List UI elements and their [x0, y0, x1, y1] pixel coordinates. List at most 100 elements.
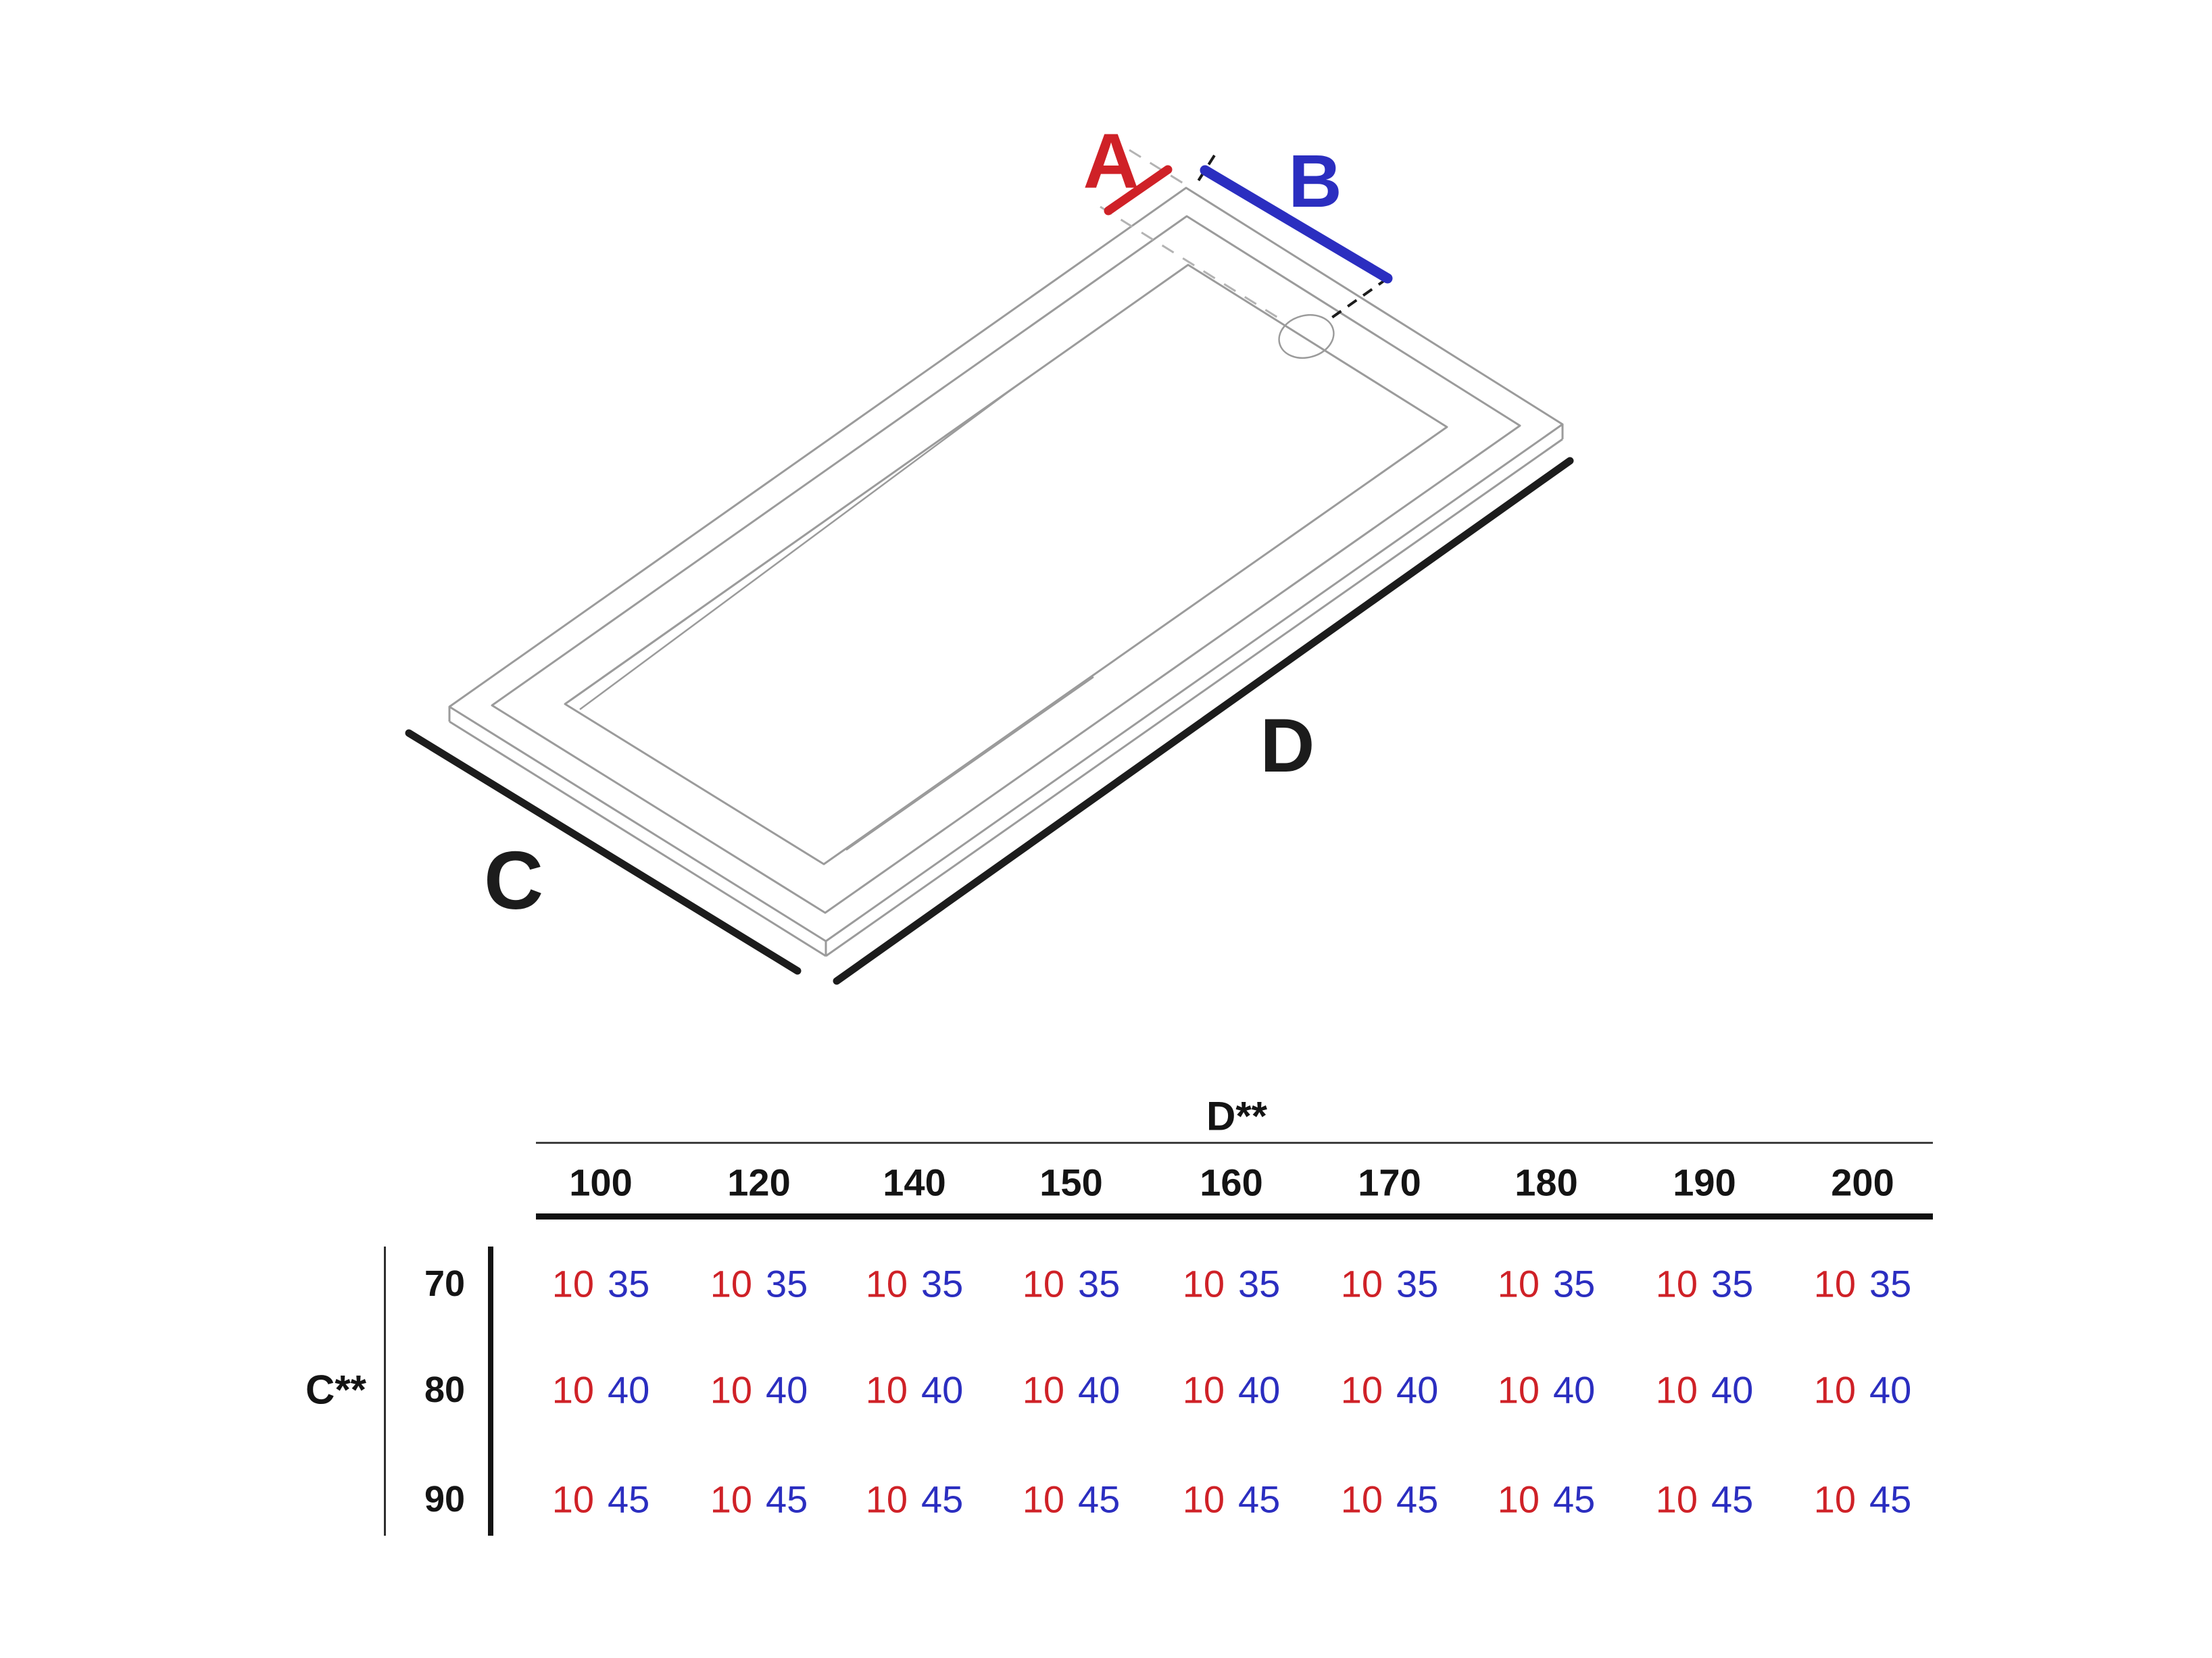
dimension-line-a [1104, 165, 1173, 216]
table-cell: 10 40 [1814, 1368, 1912, 1412]
table-cell: 10 35 [1498, 1262, 1596, 1306]
cell-value-b: 45 [1396, 1478, 1439, 1521]
table-cell: 10 45 [1498, 1478, 1596, 1522]
table-rowlabel-rule [488, 1247, 493, 1536]
drain-circle [1278, 313, 1335, 359]
cell-value-b: 40 [1078, 1368, 1121, 1411]
row-group-label: C** [305, 1367, 367, 1413]
table-cell: 10 45 [1814, 1478, 1912, 1522]
cell-value-a: 10 [1813, 1478, 1856, 1521]
cell-value-b: 35 [1078, 1262, 1121, 1305]
cell-value-b: 45 [1078, 1478, 1121, 1521]
tray-rim-inner-edge [491, 215, 1521, 914]
table-cell: 10 45 [1656, 1478, 1754, 1522]
cell-value-b: 35 [1238, 1262, 1281, 1305]
table-cell: 10 45 [552, 1478, 650, 1522]
table-cell: 10 45 [1183, 1478, 1281, 1522]
cell-value-b: 45 [921, 1478, 964, 1521]
dimension-line-b [1200, 165, 1393, 284]
cell-value-b: 35 [1396, 1262, 1439, 1305]
column-header-120: 120 [727, 1161, 791, 1204]
cell-value-a: 10 [865, 1262, 908, 1305]
row-label-80: 80 [424, 1370, 466, 1410]
cell-value-a: 10 [1182, 1262, 1225, 1305]
table-cell: 10 35 [1341, 1262, 1439, 1306]
table-cell: 10 35 [552, 1262, 650, 1306]
row-label-90: 90 [424, 1479, 466, 1519]
cell-value-a: 10 [1022, 1478, 1064, 1521]
table-cell: 10 40 [1341, 1368, 1439, 1412]
table-left-rule [384, 1247, 386, 1536]
cell-value-a: 10 [1655, 1262, 1698, 1305]
cell-value-b: 35 [921, 1262, 964, 1305]
table-cell: 10 40 [1656, 1368, 1754, 1412]
table-cell: 10 40 [866, 1368, 964, 1412]
cell-value-a: 10 [865, 1478, 908, 1521]
cell-value-b: 35 [1711, 1262, 1754, 1305]
cell-value-a: 10 [865, 1368, 908, 1411]
cell-value-b: 40 [921, 1368, 964, 1411]
cell-value-b: 35 [608, 1262, 650, 1305]
basin-slope-lines [570, 386, 1094, 851]
cell-value-a: 10 [1182, 1368, 1225, 1411]
cell-value-b: 45 [1711, 1478, 1754, 1521]
table-cell: 10 35 [1814, 1262, 1912, 1306]
cell-value-b: 45 [1869, 1478, 1912, 1521]
construction-dashes-black [1194, 154, 1389, 320]
dim-label-d: D [1260, 703, 1315, 788]
table-cell: 10 45 [1023, 1478, 1121, 1522]
cell-value-b: 40 [1711, 1368, 1754, 1411]
cell-value-a: 10 [1340, 1478, 1383, 1521]
cell-value-a: 10 [1340, 1262, 1383, 1305]
cell-value-a: 10 [1497, 1262, 1540, 1305]
table-cell: 10 40 [1498, 1368, 1596, 1412]
column-header-140: 140 [883, 1161, 946, 1204]
tray-outline [448, 186, 1564, 957]
cell-value-a: 10 [551, 1368, 594, 1411]
column-header-200: 200 [1831, 1161, 1894, 1204]
column-header-150: 150 [1039, 1161, 1103, 1204]
table-cell: 10 35 [1183, 1262, 1281, 1306]
cell-value-b: 35 [1869, 1262, 1912, 1305]
cell-value-a: 10 [1182, 1478, 1225, 1521]
cell-value-b: 35 [766, 1262, 808, 1305]
cell-value-a: 10 [551, 1262, 594, 1305]
cell-value-b: 40 [1869, 1368, 1912, 1411]
dim-label-b: B [1288, 140, 1342, 223]
table-cell: 10 35 [866, 1262, 964, 1306]
table-cell: 10 35 [1656, 1262, 1754, 1306]
cell-value-a: 10 [710, 1368, 752, 1411]
cell-value-a: 10 [1340, 1368, 1383, 1411]
cell-value-b: 45 [1553, 1478, 1596, 1521]
cell-value-a: 10 [1655, 1368, 1698, 1411]
table-cell: 10 35 [710, 1262, 808, 1306]
cell-value-b: 35 [1553, 1262, 1596, 1305]
table-cell: 10 45 [1341, 1478, 1439, 1522]
cell-value-a: 10 [1022, 1262, 1064, 1305]
cell-value-b: 40 [1553, 1368, 1596, 1411]
cell-value-a: 10 [551, 1478, 594, 1521]
cell-value-b: 45 [1238, 1478, 1281, 1521]
cell-value-b: 40 [1396, 1368, 1439, 1411]
construction-dashes-gray [1100, 149, 1281, 320]
column-group-label: D** [1206, 1093, 1268, 1139]
column-header-100: 100 [569, 1161, 633, 1204]
column-header-170: 170 [1358, 1161, 1421, 1204]
cell-value-b: 45 [766, 1478, 808, 1521]
column-header-180: 180 [1515, 1161, 1578, 1204]
cell-value-a: 10 [1813, 1262, 1856, 1305]
cell-value-b: 40 [766, 1368, 808, 1411]
table-cell: 10 40 [1183, 1368, 1281, 1412]
table-cell: 10 45 [710, 1478, 808, 1522]
dimension-line-c [405, 729, 802, 975]
cell-value-b: 45 [608, 1478, 650, 1521]
cell-value-b: 40 [608, 1368, 650, 1411]
dim-label-c: C [484, 834, 543, 926]
dim-label-a: A [1083, 118, 1139, 205]
cell-value-a: 10 [710, 1478, 752, 1521]
table-cell: 10 40 [1023, 1368, 1121, 1412]
table-cell: 10 40 [552, 1368, 650, 1412]
